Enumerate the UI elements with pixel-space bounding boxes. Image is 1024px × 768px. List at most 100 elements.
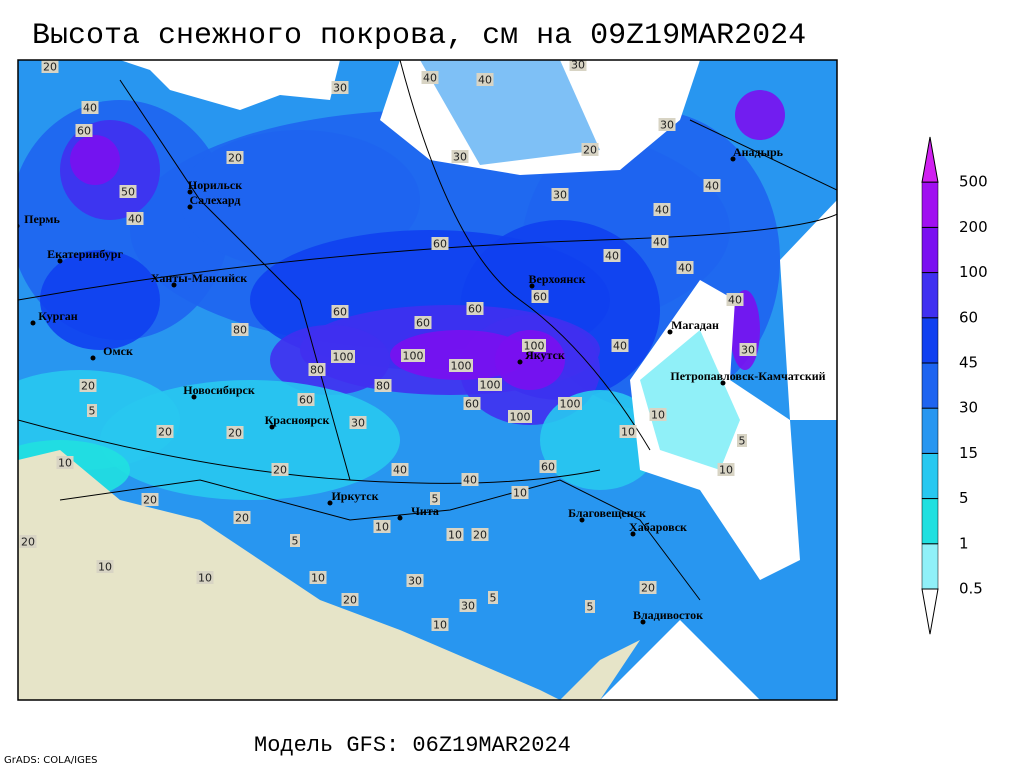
contour-label-box (87, 404, 97, 417)
contour-label: 40 (605, 250, 619, 263)
contour-label-box (651, 235, 669, 248)
bare-snow-edge (18, 520, 260, 700)
contour-label: 10 (513, 487, 527, 500)
contour-label: 10 (311, 572, 325, 585)
contour-label-box (551, 188, 569, 201)
city-label: Владивосток (633, 608, 703, 622)
contour-label: 100 (524, 340, 545, 353)
city-label: Омск (103, 344, 133, 358)
contour-label: 10 (198, 572, 212, 585)
contour-label: 60 (433, 238, 447, 251)
contour-label-box (81, 101, 99, 114)
contour-label-box (431, 237, 449, 250)
contour-label: 80 (233, 324, 247, 337)
contour-label: 5 (490, 592, 497, 605)
contour-label: 10 (98, 561, 112, 574)
contour-label-box (466, 302, 484, 315)
city-label: Якутск (525, 348, 565, 362)
map-frame (17, 59, 838, 701)
contour-label-box (658, 118, 676, 131)
contour-label: 10 (719, 464, 733, 477)
city-dot (640, 619, 646, 625)
city-dot (579, 517, 585, 523)
contour-label: 40 (705, 180, 719, 193)
contour-label-box (619, 425, 637, 438)
contour-label: 20 (21, 536, 35, 549)
city-label: Салехард (189, 193, 240, 207)
colorbar-label: 45 (959, 354, 978, 372)
contour-label: 20 (143, 494, 157, 507)
contour-label-box (349, 416, 367, 429)
contour-label: 60 (299, 394, 313, 407)
contour-label-box (603, 249, 621, 262)
colorbar-swatch (921, 543, 939, 590)
contour-label: 30 (351, 417, 365, 430)
contour-label: 20 (235, 512, 249, 525)
contour-label: 50 (121, 186, 135, 199)
contour-label: 60 (541, 461, 555, 474)
contour-label-box (414, 316, 432, 329)
colorbar-label: 200 (959, 218, 988, 236)
contour-label: 5 (432, 493, 439, 506)
contour-label-box (126, 212, 144, 225)
colorbar-swatch (921, 407, 939, 454)
contour-label: 20 (43, 61, 57, 74)
contour-label: 40 (83, 102, 97, 115)
contour-label: 40 (678, 262, 692, 275)
contour-label-box (558, 397, 582, 410)
contour-label: 100 (480, 379, 501, 392)
contour-label: 100 (560, 398, 581, 411)
city-label: Благовещенск (568, 506, 646, 520)
contour-label: 40 (128, 213, 142, 226)
snow-region (70, 135, 120, 185)
contour-label-box (391, 463, 409, 476)
contour-label-box (511, 486, 529, 499)
contour-label-box (739, 343, 757, 356)
contour-label: 30 (571, 59, 585, 72)
colorbar-label: 30 (959, 399, 978, 417)
contour-label-box (522, 339, 546, 352)
contour-label-box (703, 179, 721, 192)
contour-label-box (531, 290, 549, 303)
contour-label-box (476, 73, 494, 86)
city-dot (327, 500, 333, 506)
city-dot (630, 531, 636, 537)
city-label: Иркутск (331, 489, 378, 503)
contour-label-box (585, 600, 595, 613)
contour-label-box (41, 60, 59, 73)
colorbar-swatch (921, 453, 939, 499)
colorbar-label: 100 (959, 263, 988, 281)
city-dot (30, 320, 36, 326)
city-dot (517, 359, 523, 365)
contour-label: 20 (473, 529, 487, 542)
contour-label-box (471, 528, 489, 541)
snow-region (100, 380, 400, 500)
contour-label-box (649, 408, 667, 421)
contour-label-box (271, 463, 289, 476)
map: 20 40 60 50 40 20 30 40 40 30 20 30 30 30 40 40 40 40 40 30… (18, 59, 837, 700)
contour-label: 60 (77, 125, 91, 138)
contour-label: 30 (453, 151, 467, 164)
snow-region (180, 130, 420, 270)
contour-label: 10 (375, 521, 389, 534)
city-label: Пермь (24, 212, 60, 226)
contour-label-box (290, 534, 300, 547)
contour-label-box (581, 143, 599, 156)
contour-label-box (79, 379, 97, 392)
city-dot (720, 380, 726, 386)
contour-label: 40 (463, 474, 477, 487)
boundary-line (59, 479, 701, 601)
contour-label: 80 (376, 380, 390, 393)
contour-label: 30 (741, 344, 755, 357)
contour-label: 20 (228, 152, 242, 165)
contour-label-box (196, 571, 214, 584)
contour-label: 60 (416, 317, 430, 330)
boundary-line (18, 190, 837, 301)
contour-label-box (451, 150, 469, 163)
contour-label: 100 (333, 351, 354, 364)
contour-label-box (231, 323, 249, 336)
colorbar-cap-bottom (921, 588, 939, 635)
contour-label: 10 (621, 426, 635, 439)
